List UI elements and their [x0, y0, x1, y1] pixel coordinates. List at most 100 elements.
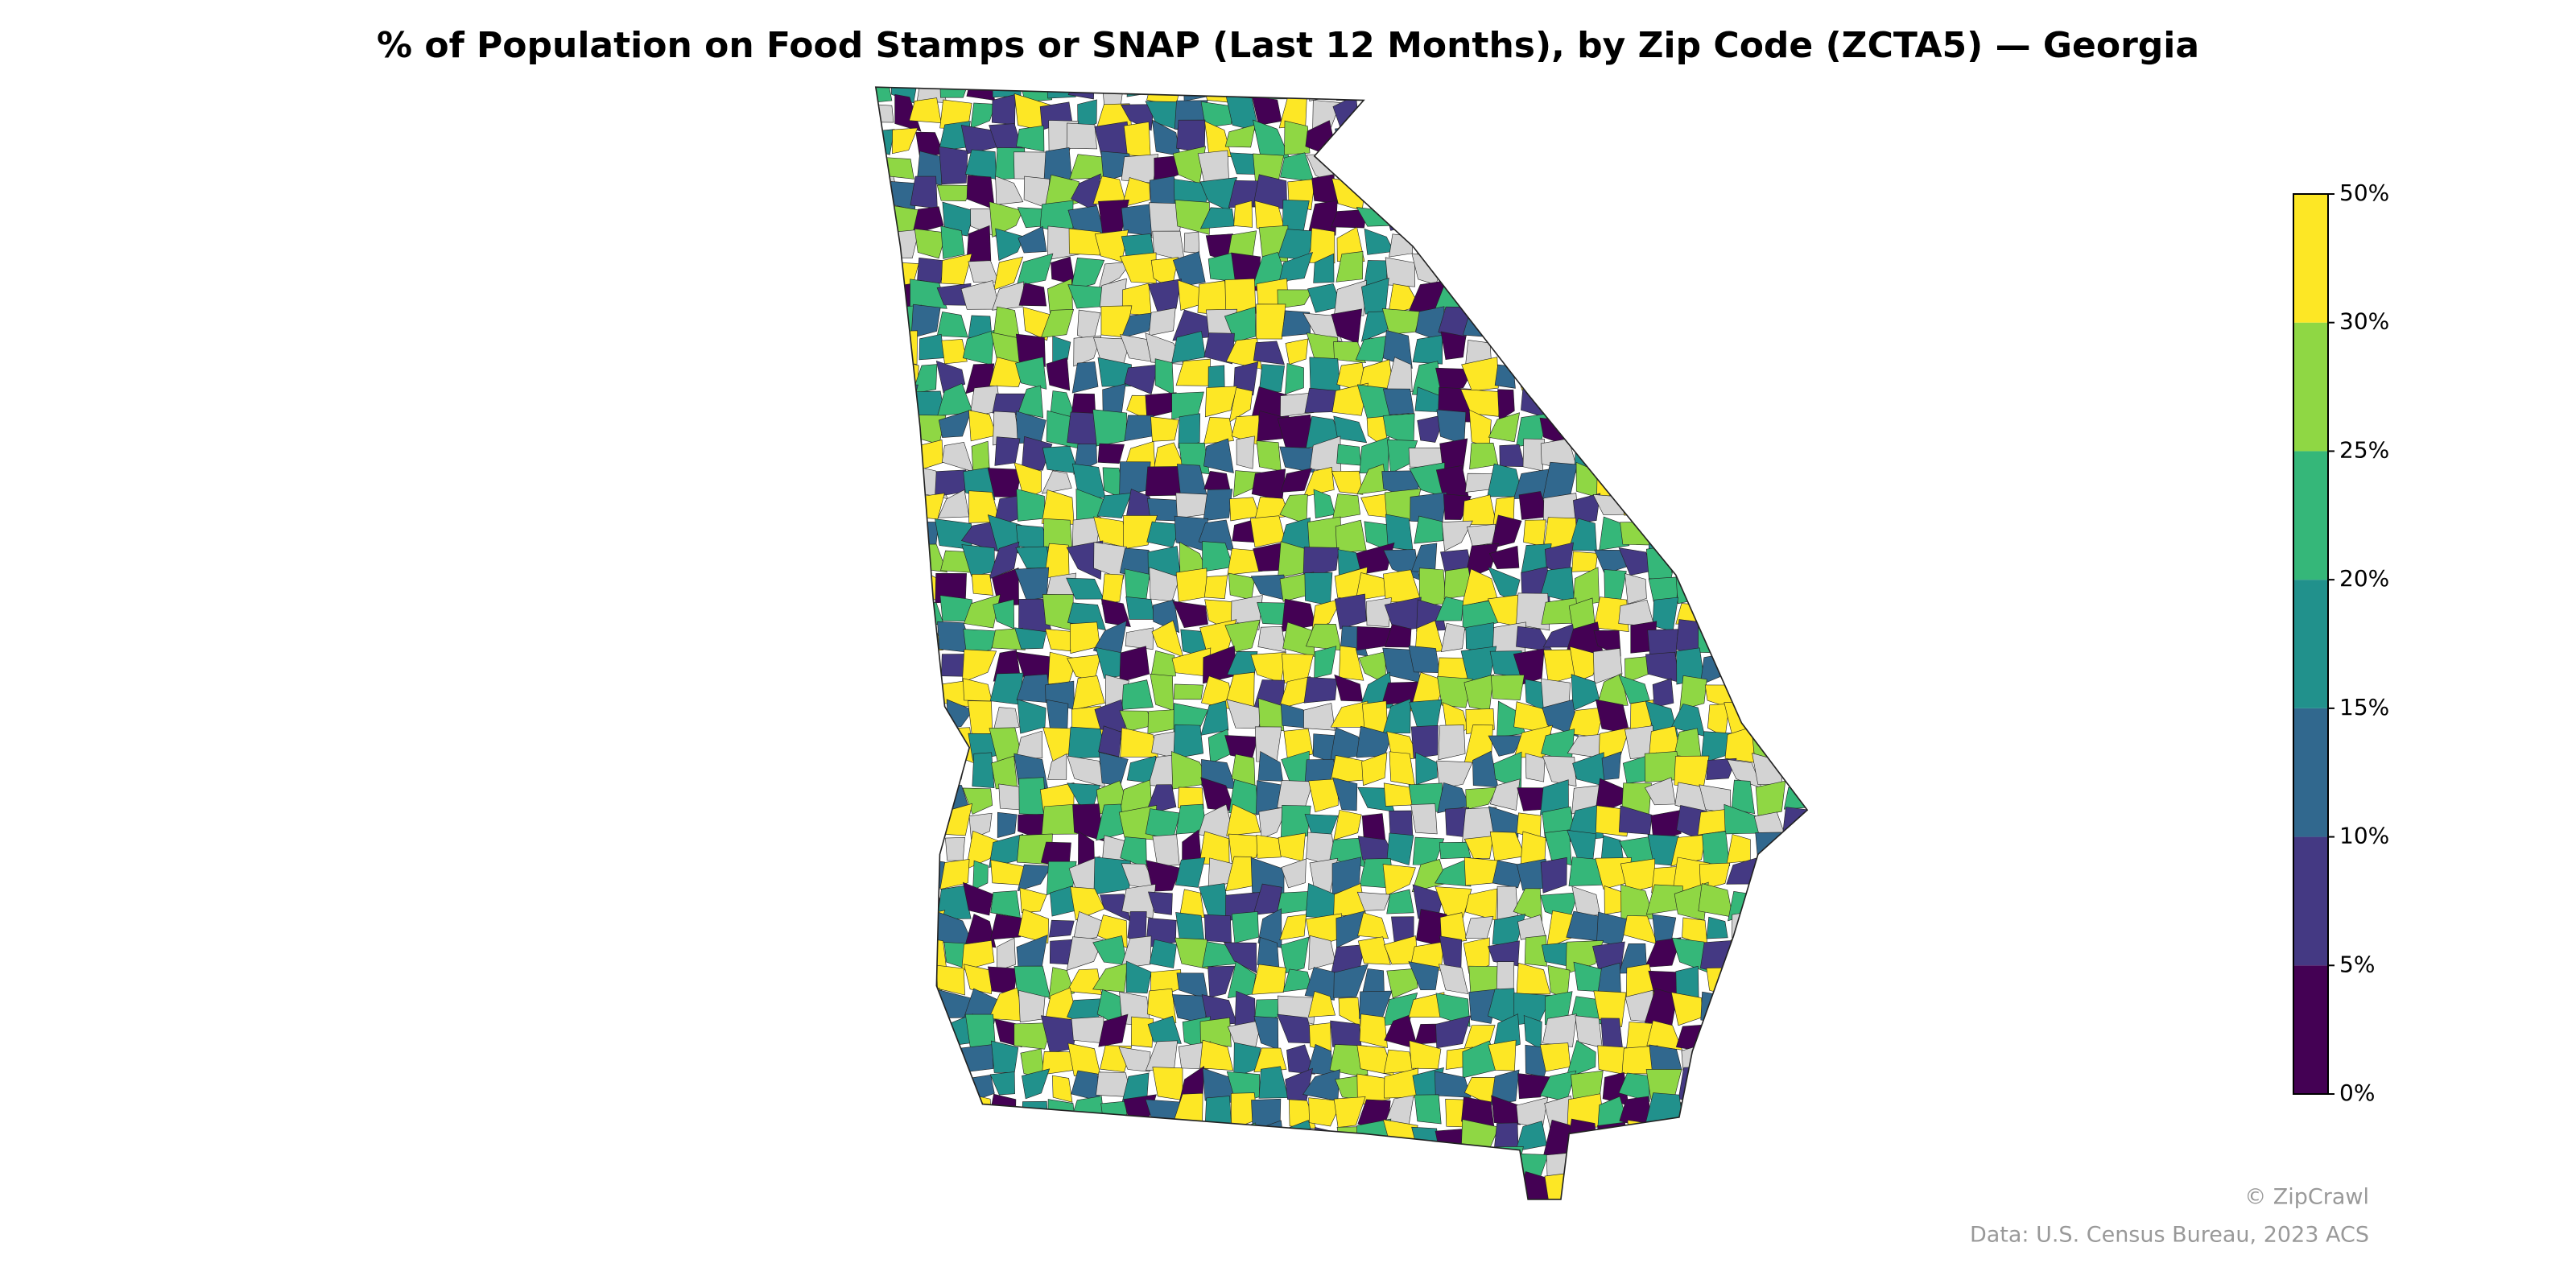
zip-area — [1486, 148, 1522, 185]
zip-area — [990, 890, 1021, 919]
zip-area — [886, 909, 920, 945]
zip-area — [1094, 229, 1129, 262]
zip-area — [1067, 1146, 1097, 1179]
zip-area — [1256, 303, 1286, 340]
zip-area — [882, 516, 922, 550]
zip-area — [1645, 651, 1680, 683]
zip-area — [1704, 471, 1726, 501]
zip-area — [1411, 1126, 1439, 1158]
zip-area — [875, 676, 896, 707]
zip-area — [1496, 886, 1519, 920]
zip-area — [1752, 442, 1788, 473]
colorbar-tick-label: 0% — [2339, 1080, 2375, 1106]
zip-area — [1705, 548, 1734, 579]
zip-area — [1699, 87, 1736, 107]
zip-area — [1233, 361, 1259, 396]
zip-area — [1016, 253, 1054, 287]
zip-area — [1806, 312, 1808, 344]
colorbar-tick-label: 30% — [2339, 308, 2389, 335]
zip-area — [1414, 1094, 1442, 1125]
zip-area — [1013, 1022, 1053, 1050]
zip-area — [939, 859, 970, 890]
zip-area — [1092, 1118, 1126, 1154]
zip-area — [910, 303, 941, 339]
zip-area — [1804, 1208, 1835, 1233]
zip-area — [1356, 891, 1391, 911]
zip-area — [1307, 991, 1336, 1018]
zip-area — [1751, 912, 1788, 948]
zip-area — [1724, 390, 1760, 423]
zip-area — [1703, 147, 1728, 183]
zip-area — [1285, 1198, 1315, 1199]
zip-area — [1618, 805, 1653, 835]
zip-area — [1183, 231, 1200, 254]
zip-area — [917, 257, 946, 284]
zip-area — [938, 1174, 975, 1199]
zip-area — [1442, 520, 1473, 551]
zip-area — [1806, 98, 1808, 134]
zip-area — [1435, 858, 1472, 887]
zip-area — [1175, 568, 1208, 602]
zip-area — [890, 839, 919, 869]
zip-area — [962, 881, 993, 916]
zip-area — [1357, 912, 1389, 939]
zip-area — [875, 622, 894, 659]
zip-area — [1724, 989, 1757, 1026]
zip-area — [1014, 1147, 1052, 1179]
zip-area — [1067, 755, 1106, 788]
zip-area — [1258, 806, 1288, 840]
zip-area — [1593, 990, 1627, 1027]
zip-area — [962, 329, 995, 365]
zip-area — [1494, 364, 1516, 389]
zip-area — [1732, 487, 1764, 520]
zip-area — [1443, 493, 1472, 520]
zip-area — [1786, 886, 1804, 920]
zip-area — [875, 966, 892, 993]
zip-area — [936, 312, 968, 338]
zip-area — [1335, 87, 1364, 101]
zip-area — [1544, 200, 1579, 232]
zip-area — [968, 410, 997, 442]
zip-area — [1778, 148, 1808, 183]
zip-area — [1279, 914, 1307, 941]
zip-area — [1594, 441, 1630, 476]
zip-area — [1618, 225, 1655, 260]
zip-area — [1594, 549, 1627, 575]
zip-area — [1461, 357, 1499, 392]
zip-area — [1468, 1154, 1498, 1183]
zip-area — [1803, 1014, 1808, 1053]
zip-area — [1814, 678, 1831, 707]
zip-area — [1150, 650, 1176, 677]
zip-area — [1202, 1178, 1236, 1199]
zip-area — [1624, 436, 1657, 471]
zip-area — [1645, 122, 1684, 158]
zip-area — [1098, 1013, 1129, 1047]
zip-area — [1018, 385, 1044, 419]
zip-area — [1252, 251, 1288, 287]
zip-area — [940, 225, 965, 259]
zip-area — [1811, 72, 1839, 100]
zip-area — [1041, 470, 1072, 494]
zip-area — [1778, 87, 1808, 106]
zip-area — [1732, 1049, 1759, 1079]
zip-area — [1806, 750, 1808, 786]
zip-area — [1302, 547, 1340, 579]
zip-area — [1703, 251, 1733, 287]
zip-area — [1439, 912, 1468, 945]
zip-area — [1045, 628, 1075, 652]
zip-area — [886, 966, 912, 998]
zip-area — [968, 700, 993, 735]
zip-area — [1385, 120, 1421, 155]
zip-area — [1499, 444, 1525, 468]
zip-area — [1704, 206, 1734, 233]
zip-area — [1307, 200, 1338, 237]
zip-area — [1600, 255, 1623, 288]
zip-area — [1408, 961, 1439, 990]
zip-area — [995, 175, 1024, 205]
zip-area — [1601, 751, 1622, 780]
zip-area — [1173, 1146, 1209, 1183]
zip-area — [1384, 146, 1422, 185]
zip-area — [883, 648, 920, 678]
zip-area — [1416, 1199, 1446, 1232]
zip-area — [1224, 124, 1256, 148]
